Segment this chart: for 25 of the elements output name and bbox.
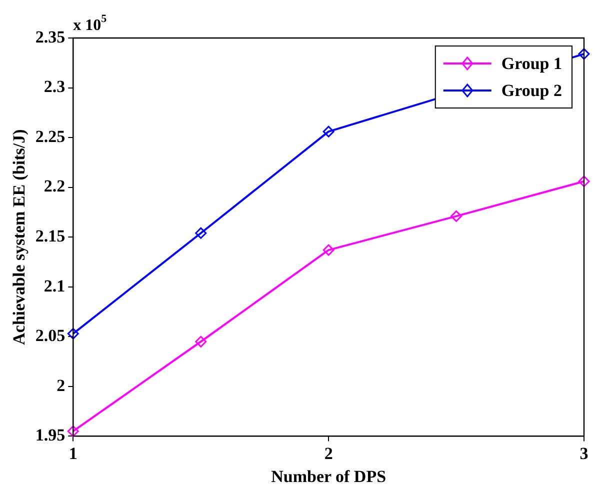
y-tick-label: 2.35 — [35, 27, 66, 46]
y-tick-label: 2.1 — [44, 276, 66, 296]
point — [322, 244, 334, 256]
y-tick-label: 2 — [56, 376, 66, 395]
y-tick-label: 2.2 — [44, 176, 66, 196]
point — [67, 328, 79, 340]
legend-label: Group 1 — [501, 54, 562, 73]
legend-label: Group 2 — [501, 80, 562, 100]
y-tick-label: 2.15 — [35, 226, 66, 246]
y-axis-title: Achievable system EE (bits/J) — [10, 129, 29, 345]
point — [67, 425, 79, 437]
y-tick-label: 2.3 — [44, 77, 66, 96]
y-tick-label: 1.95 — [35, 426, 66, 445]
point — [195, 336, 207, 348]
point — [322, 126, 334, 138]
y-tick-label: 2.25 — [35, 126, 66, 146]
point — [578, 48, 590, 60]
x-axis-title: Number of DPS — [271, 467, 386, 486]
x-tick-label: 1 — [68, 444, 78, 463]
x-tick-label: 2 — [324, 444, 333, 463]
point — [450, 210, 462, 222]
x-tick-label: 3 — [580, 444, 588, 463]
point — [578, 176, 590, 188]
y-tick-label: 2.05 — [35, 326, 66, 346]
point — [195, 227, 207, 239]
